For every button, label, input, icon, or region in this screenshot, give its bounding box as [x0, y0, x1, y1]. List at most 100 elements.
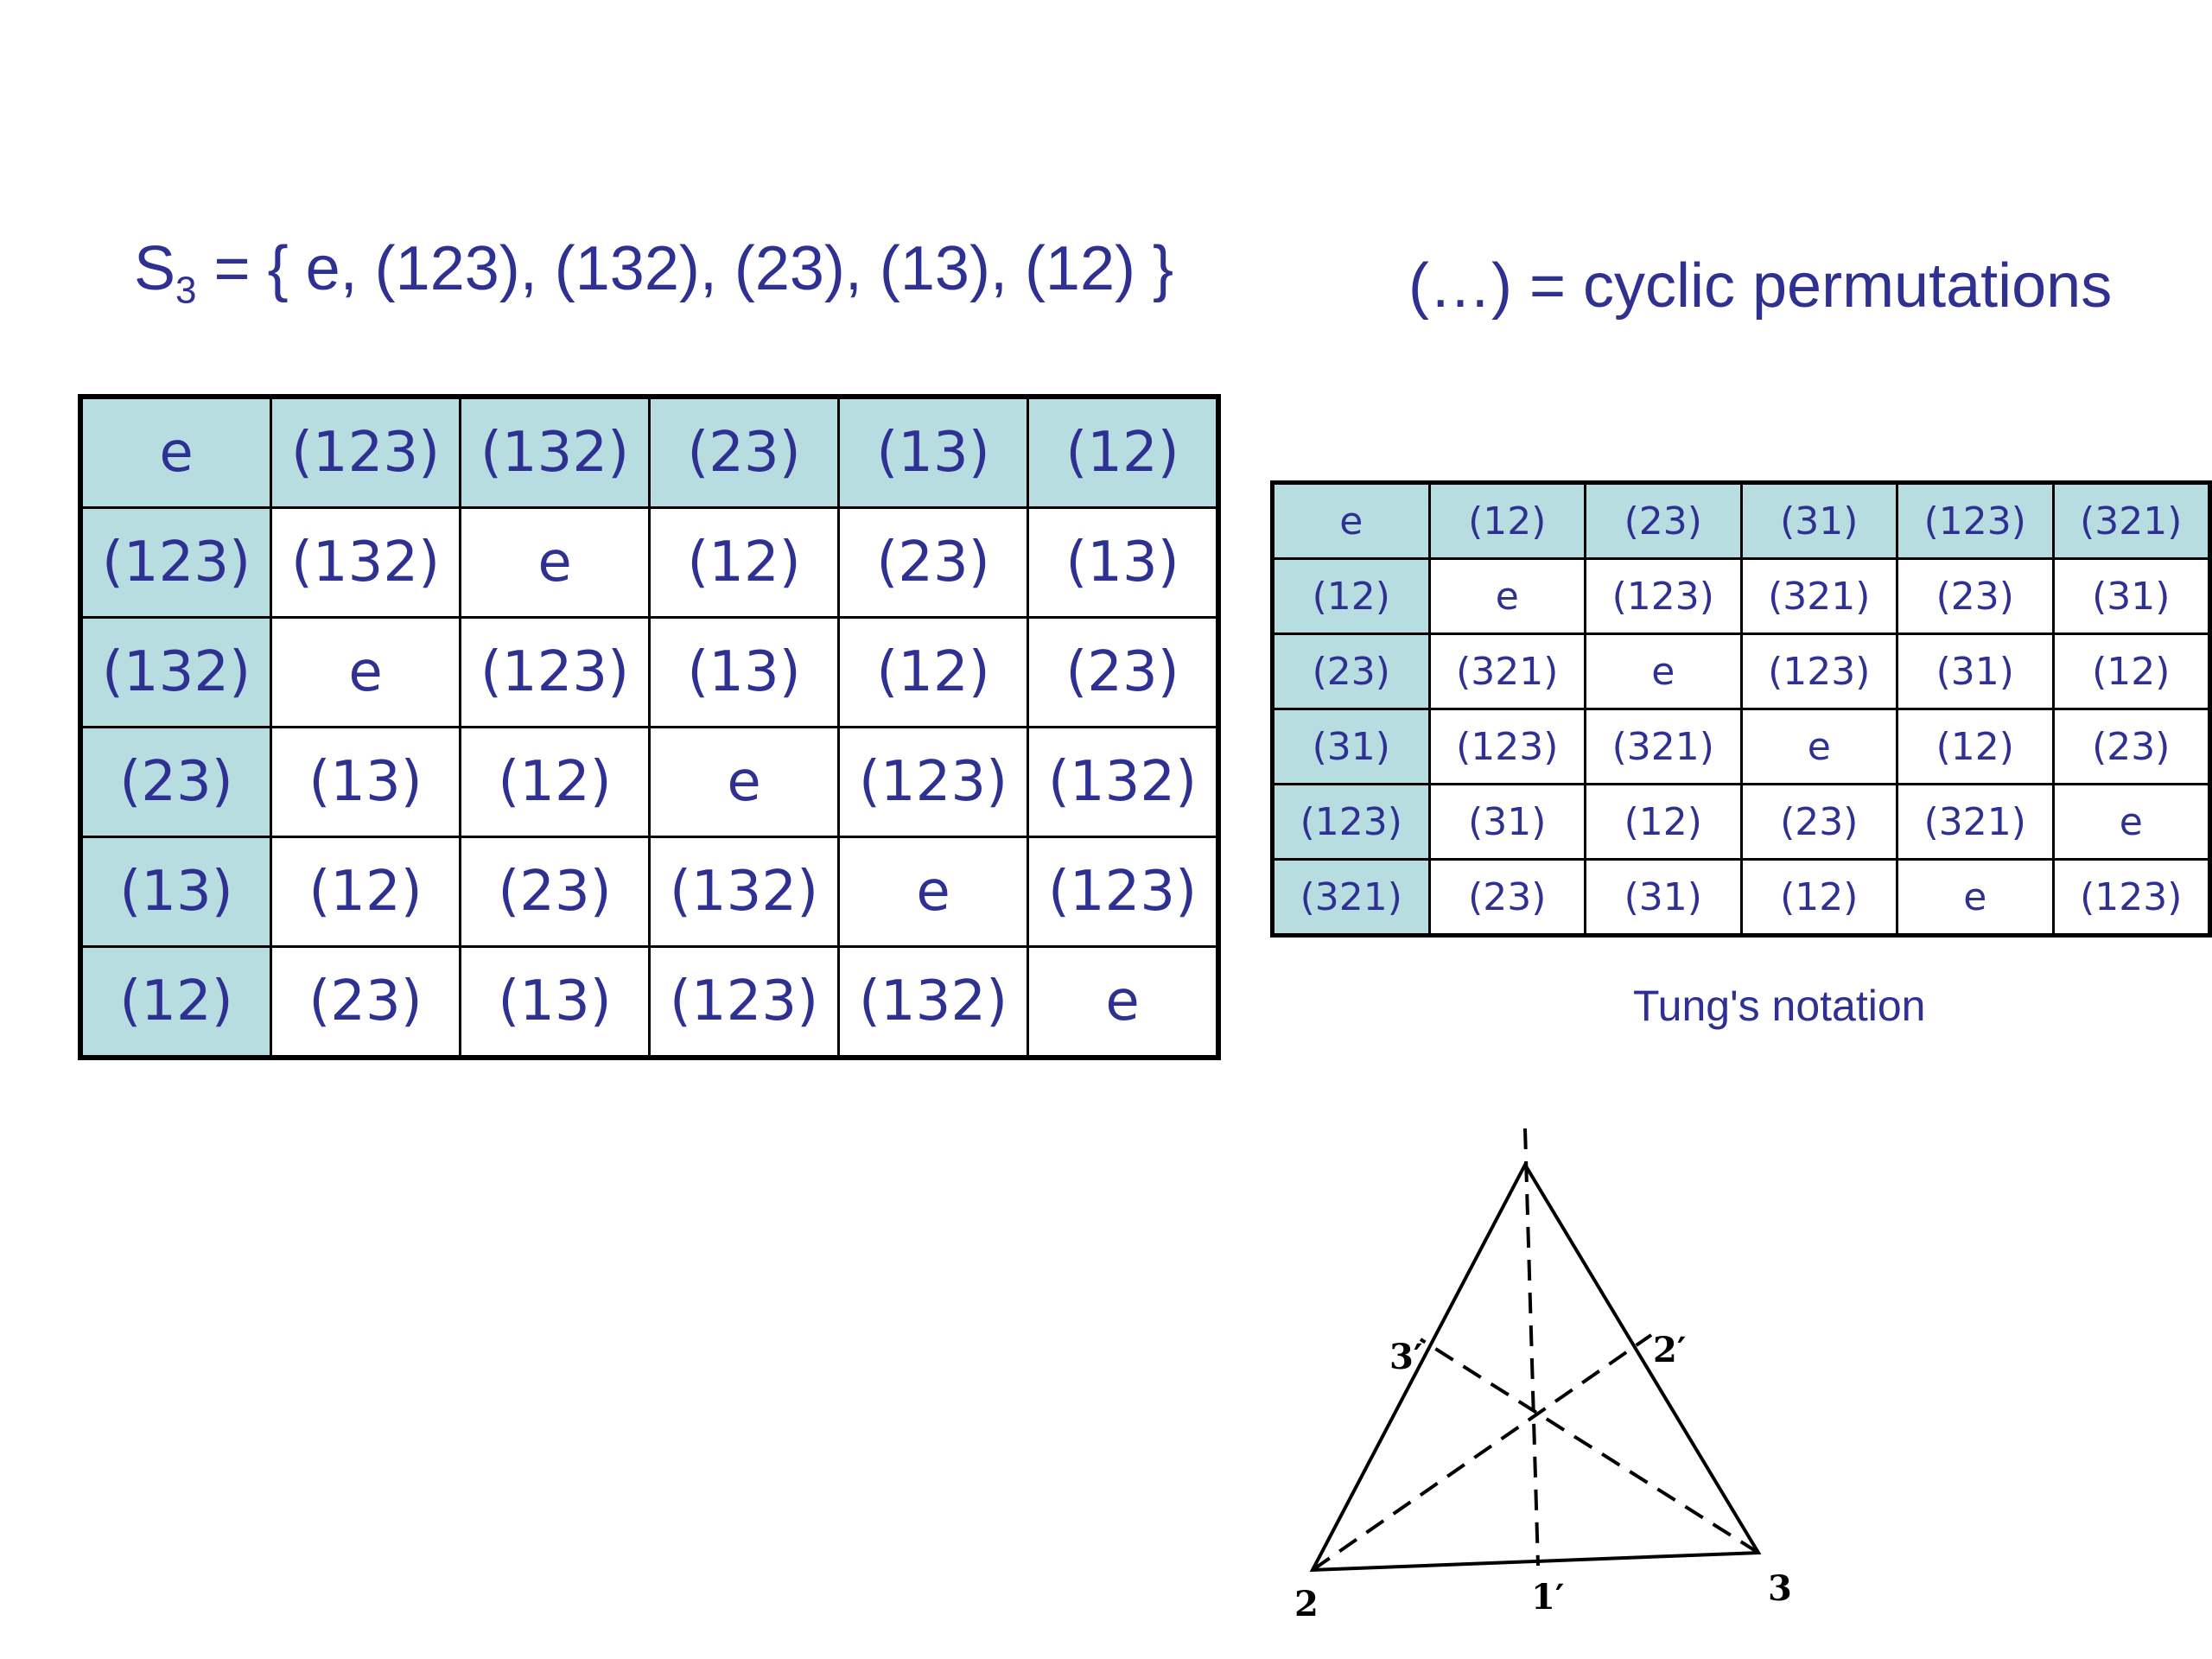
cell: (12)	[2051, 632, 2211, 710]
header-cell: e	[1271, 481, 1431, 560]
title-subscript: 3	[175, 269, 197, 312]
cell: (132)	[270, 506, 461, 619]
header-cell: (12)	[1271, 557, 1431, 635]
cell: (12)	[270, 836, 461, 948]
table-row: (123) (132) e (12) (23) (13)	[79, 506, 1220, 619]
header-cell: (31)	[1739, 481, 1898, 560]
median	[1311, 1333, 1653, 1572]
midpoint-label: 1′	[1531, 1577, 1564, 1618]
cell: (31)	[1584, 858, 1743, 937]
cell: (23)	[1027, 616, 1220, 728]
cell: (132)	[837, 945, 1029, 1059]
table-row: (12) e (123) (321) (23) (31)	[1271, 557, 2211, 635]
header-cell: (123)	[79, 506, 272, 619]
header-cell: (13)	[837, 395, 1029, 509]
cell: (123)	[1584, 557, 1743, 635]
cell: (23)	[2051, 708, 2211, 785]
header-cell: (12)	[79, 945, 272, 1059]
cell: (12)	[1896, 708, 2055, 785]
cell: e	[648, 726, 840, 838]
header-cell: (123)	[1896, 481, 2055, 560]
header-cell: (23)	[648, 395, 840, 509]
header-cell: (132)	[79, 616, 272, 728]
cell: (23)	[837, 506, 1029, 619]
cell: (13)	[648, 616, 840, 728]
caption: Tung's notation	[1633, 982, 1926, 1030]
cell: (12)	[1739, 858, 1898, 937]
cell: (13)	[459, 945, 651, 1059]
header-cell: (12)	[1027, 395, 1220, 509]
cell: (321)	[1584, 708, 1743, 785]
table-row: (31) (123) (321) e (12) (23)	[1271, 708, 2211, 785]
cell: (23)	[1896, 557, 2055, 635]
cell: (23)	[459, 836, 651, 948]
cell: (23)	[1739, 783, 1898, 861]
cell: (123)	[459, 616, 651, 728]
header-cell: (12)	[1427, 481, 1586, 560]
cell: (123)	[648, 945, 840, 1059]
note: (…) = cyclic permutations	[1408, 251, 2113, 321]
triangle	[1309, 1160, 1762, 1573]
cell: (12)	[648, 506, 840, 619]
cell: (123)	[2051, 858, 2211, 937]
cell: (123)	[1739, 632, 1898, 710]
midpoint-label: 3′	[1389, 1337, 1422, 1377]
multiplication-table: e (123) (132) (23) (13) (12) (123) (132) e (12) (2…	[78, 394, 1221, 1060]
midpoint-label: 2′	[1653, 1330, 1686, 1370]
vertex-label: 3	[1768, 1568, 1792, 1609]
cell: (321)	[1896, 783, 2055, 861]
header-cell: (13)	[79, 836, 272, 948]
title-text: S	[134, 234, 176, 303]
cell: (321)	[1739, 557, 1898, 635]
cell: (12)	[837, 616, 1029, 728]
header-cell: (321)	[2051, 481, 2211, 560]
cell: (31)	[2051, 557, 2211, 635]
header-cell: (23)	[1271, 632, 1431, 710]
table-row: e (123) (132) (23) (13) (12)	[79, 395, 1220, 509]
header-cell: (123)	[1271, 783, 1431, 861]
cell: (31)	[1427, 783, 1586, 861]
cell: (23)	[270, 945, 461, 1059]
title-text: = { e, (123), (132), (23), (13), (12) }	[196, 234, 1174, 303]
cell: (123)	[1027, 836, 1220, 948]
table-row: (12) (23) (13) (123) (132) e	[79, 945, 1220, 1059]
cell: (23)	[1427, 858, 1586, 937]
header-cell: (321)	[1271, 858, 1431, 937]
table-row: (321) (23) (31) (12) e (123)	[1271, 858, 2211, 937]
cell: e	[1027, 945, 1220, 1059]
tung-table: e (12) (23) (31) (123) (321) (12) e (123) (321) (2…	[1270, 480, 2212, 938]
cell: e	[2051, 783, 2211, 861]
header-cell: (132)	[459, 395, 651, 509]
median	[1523, 1128, 1540, 1567]
header-cell: (31)	[1271, 708, 1431, 785]
header-cell: e	[79, 395, 272, 509]
cell: (13)	[270, 726, 461, 838]
vertex-label: 2	[1294, 1584, 1319, 1624]
cell: (12)	[459, 726, 651, 838]
cell: e	[459, 506, 651, 619]
cell: (123)	[1427, 708, 1586, 785]
cell: e	[1896, 858, 2055, 937]
cell: e	[270, 616, 461, 728]
cell: (132)	[1027, 726, 1220, 838]
table-row: (13) (12) (23) (132) e (123)	[79, 836, 1220, 948]
cell: (13)	[1027, 506, 1220, 619]
table-row: (23) (13) (12) e (123) (132)	[79, 726, 1220, 838]
header-cell: (23)	[1584, 481, 1743, 560]
cell: (12)	[1584, 783, 1743, 861]
table-row: (23) (321) e (123) (31) (12)	[1271, 632, 2211, 710]
cell: (132)	[648, 836, 840, 948]
cell: (321)	[1427, 632, 1586, 710]
table-row: (132) e (123) (13) (12) (23)	[79, 616, 1220, 728]
header-cell: (123)	[270, 395, 461, 509]
cell: (31)	[1896, 632, 2055, 710]
cell: e	[1739, 708, 1898, 785]
cell: e	[1427, 557, 1586, 635]
table-row: (123) (31) (12) (23) (321) e	[1271, 783, 2211, 861]
table-row: e (12) (23) (31) (123) (321)	[1271, 481, 2211, 560]
median	[1419, 1338, 1760, 1554]
title: S3 = { e, (123), (132), (23), (13), (12)…	[134, 233, 1173, 312]
header-cell: (23)	[79, 726, 272, 838]
